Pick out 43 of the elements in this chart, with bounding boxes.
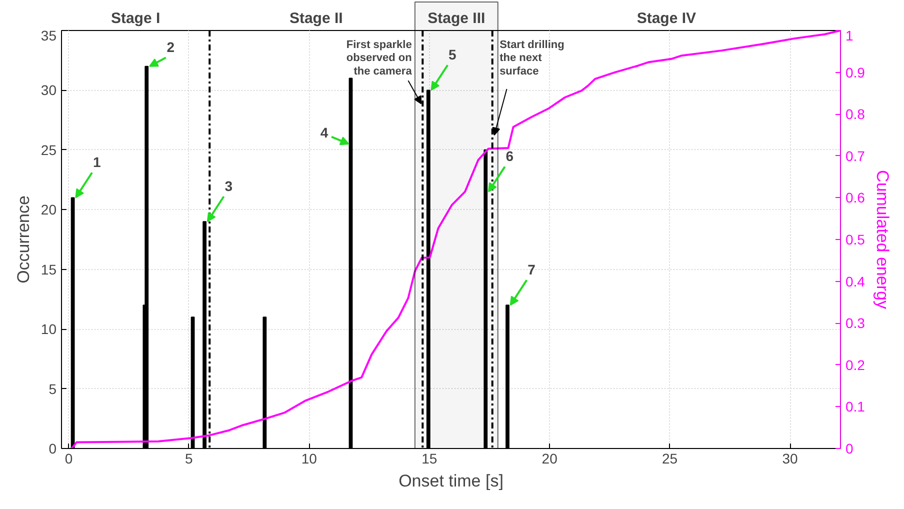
y-tick-label: 5 <box>48 380 57 397</box>
annotation: 1 <box>92 154 101 170</box>
x-tick-label: 25 <box>662 450 678 466</box>
y-tick-label: 0 <box>48 440 57 456</box>
x-tick-label: 5 <box>185 450 194 466</box>
y2-tick-label: 0.9 <box>846 64 866 80</box>
y-axis-title: Occurrence <box>14 196 33 284</box>
y2-tick-label: 0 <box>846 440 854 456</box>
annotation: 3 <box>224 178 233 194</box>
x-tick-label: 30 <box>782 450 798 466</box>
text: Stage II <box>289 10 343 27</box>
y-tick-label: 20 <box>40 202 57 218</box>
y2-tick-label: 0.7 <box>846 148 866 164</box>
x-tick-label: 20 <box>542 450 558 466</box>
y2-tick-label: 0.8 <box>846 106 866 122</box>
y2-axis-title: Cumulated energy <box>872 170 892 310</box>
annotation: 7 <box>528 262 536 278</box>
annotation: 4 <box>320 124 328 140</box>
y2-tick-label: 0.3 <box>846 315 866 332</box>
text: Stage IV <box>636 10 696 27</box>
ref-line-label: First sparkle observed on the camera <box>346 38 413 78</box>
text: Stage I <box>110 10 160 27</box>
x-tick-label: 0 <box>64 450 73 466</box>
y-tick-label: 15 <box>40 261 57 278</box>
y2-tick-label: 0.2 <box>846 356 866 373</box>
annotation: 2 <box>166 39 175 56</box>
y-tick-label: 10 <box>40 321 57 338</box>
x-tick-label: 15 <box>422 450 438 466</box>
y-tick-label: 25 <box>40 142 57 158</box>
y2-tick-label: 1 <box>846 28 854 44</box>
line-series <box>70 30 840 448</box>
band-label: Stage III <box>428 10 486 27</box>
annotation: 6 <box>506 148 514 164</box>
y2-tick-label: 0.5 <box>846 232 866 248</box>
y2-tick-label: 0.4 <box>846 273 866 290</box>
y-tick-label: 30 <box>40 82 57 98</box>
y2-tick-label: 0.6 <box>846 190 866 206</box>
annotation: 5 <box>448 46 457 63</box>
x-tick-label: 10 <box>301 450 318 466</box>
x-axis-title: Onset time [s] <box>398 472 504 490</box>
y-tick-label: 35 <box>40 28 57 44</box>
y2-tick-label: 0.1 <box>846 398 866 415</box>
ref-line-label: Start drilling the next surface <box>500 38 564 78</box>
